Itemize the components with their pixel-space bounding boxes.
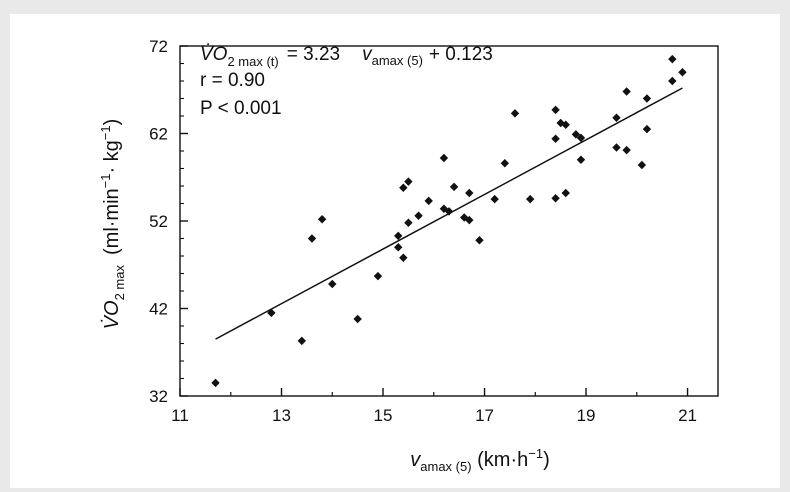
y-tick-label: 62 <box>149 125 168 144</box>
data-point <box>612 143 621 152</box>
data-point <box>444 207 454 216</box>
data-point <box>561 188 570 198</box>
data-point <box>439 204 449 213</box>
regression-equation: V̇O2 max (t) = 3.23 vamax (5) + 0.123 <box>200 44 493 69</box>
data-point <box>551 194 560 203</box>
data-point <box>571 130 581 139</box>
data-point <box>637 160 647 170</box>
data-point <box>353 314 362 324</box>
x-tick-label: 15 <box>374 406 393 425</box>
x-axis-label: vamax (5) (km·h−1) <box>410 446 549 474</box>
data-point <box>612 113 621 122</box>
data-point <box>404 177 413 186</box>
x-tick-label: 13 <box>272 406 291 425</box>
data-point <box>668 54 677 64</box>
data-point <box>668 76 677 86</box>
y-tick-label: 42 <box>149 300 168 319</box>
data-points <box>211 54 687 388</box>
data-point <box>211 378 220 388</box>
data-point <box>394 243 403 252</box>
data-point <box>551 105 560 115</box>
p-value: P < 0.001 <box>200 98 282 119</box>
data-point <box>373 271 383 281</box>
y-tick-label: 72 <box>149 37 168 56</box>
data-point <box>490 194 499 204</box>
data-point <box>424 196 433 206</box>
data-point <box>439 153 449 163</box>
y-tick-label: 52 <box>149 212 168 231</box>
data-point <box>510 109 520 118</box>
data-point <box>404 218 413 227</box>
data-point <box>551 134 560 143</box>
x-tick-label: 21 <box>678 406 697 425</box>
data-point <box>297 336 307 346</box>
data-point <box>449 182 459 192</box>
y-tick-label: 32 <box>149 387 168 406</box>
data-point <box>465 188 474 198</box>
data-point <box>642 124 652 134</box>
scatter-chart: 11 13 15 17 19 21 32 42 52 62 72 V̇O2 max(ml·min−1… <box>98 37 719 474</box>
x-tick-label: 19 <box>577 406 596 425</box>
data-point <box>399 183 408 192</box>
data-point <box>267 308 276 318</box>
data-point <box>460 213 469 222</box>
figure-frame: 11 13 15 17 19 21 32 42 52 62 72 V̇O2 max(ml·min−1… <box>10 14 780 488</box>
data-point <box>526 194 535 204</box>
data-point <box>561 120 570 129</box>
x-tick-label: 17 <box>475 406 494 425</box>
correlation-r: r = 0.90 <box>200 70 265 91</box>
data-point <box>576 133 586 143</box>
data-point <box>500 159 510 168</box>
data-point <box>475 236 484 245</box>
data-point <box>328 279 337 289</box>
data-point <box>317 215 327 224</box>
data-point <box>576 155 586 164</box>
y-axis-label: V̇O2 max(ml·min−1· kg−1) <box>98 119 127 330</box>
data-point <box>622 87 631 96</box>
x-tick-label: 11 <box>171 406 189 425</box>
data-point <box>399 253 408 262</box>
data-point <box>642 94 652 103</box>
data-point <box>394 231 403 241</box>
data-point <box>678 68 687 77</box>
data-point <box>307 234 317 243</box>
data-point <box>465 215 474 225</box>
axes: 11 13 15 17 19 21 32 42 52 62 72 <box>149 37 719 425</box>
data-point <box>414 211 423 220</box>
data-point <box>622 145 631 155</box>
